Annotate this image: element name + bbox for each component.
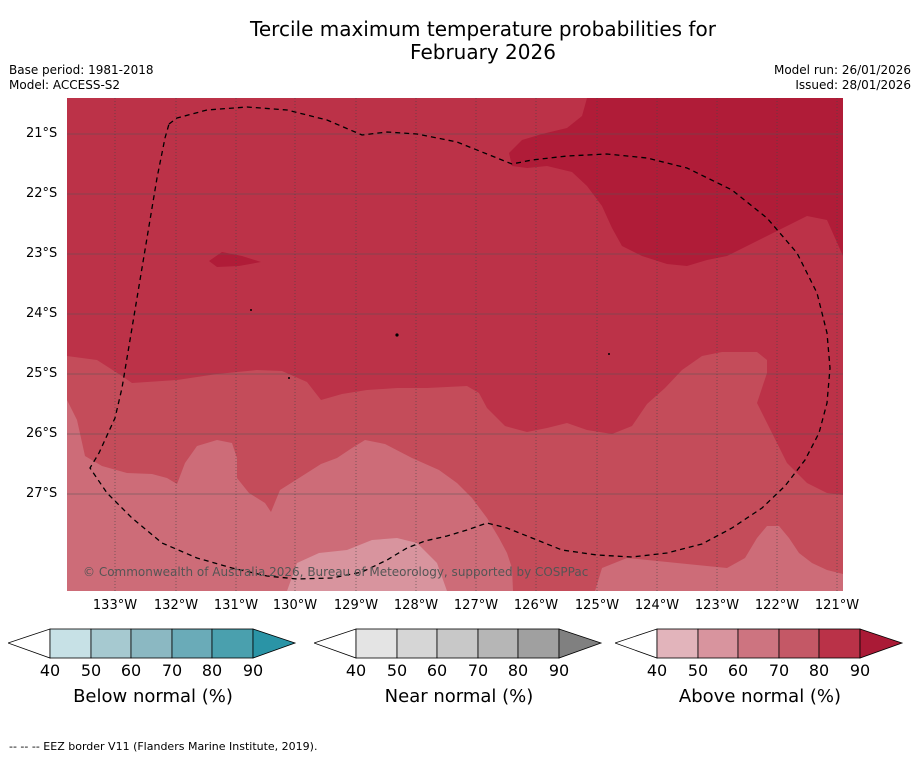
model-name: Model: ACCESS-S2 <box>9 78 121 92</box>
colorbar-tick: 90 <box>548 661 570 680</box>
eez-border <box>89 106 831 580</box>
chart-title: Tercile maximum temperature probabilitie… <box>0 18 919 64</box>
colorbar-label-near: Near normal (%) <box>384 686 534 707</box>
colorbar-segment <box>355 628 398 659</box>
base-period: Base period: 1981-2018 <box>9 63 154 77</box>
colorbar-segment <box>818 628 861 659</box>
colorbar-segment <box>171 628 213 659</box>
colorbar-tick: 50 <box>80 661 102 680</box>
meta-left: Base period: 1981-2018 Model: ACCESS-S2 <box>9 63 154 93</box>
model-run: Model run: 26/01/2026 <box>773 63 911 77</box>
lon-label: 121°W <box>814 598 860 613</box>
meta-right: Model run: 26/01/2026 Issued: 28/01/2026 <box>774 63 911 93</box>
colorbar-tick: 40 <box>345 661 367 680</box>
colorbar-tick: 80 <box>201 661 223 680</box>
colorbar-tick: 70 <box>467 661 489 680</box>
colorbar-tick: 50 <box>386 661 408 680</box>
colorbar-tick: 90 <box>242 661 264 680</box>
colorbar-max-arrow <box>252 628 297 659</box>
region-90 <box>509 98 843 266</box>
colorbar-label-above: Above normal (%) <box>678 686 842 707</box>
colorbar-tick: 40 <box>39 661 61 680</box>
colorbar-segment <box>396 628 438 659</box>
colorbar-min-arrow <box>8 628 51 659</box>
colorbar-tick: 60 <box>426 661 448 680</box>
lat-label: 22°S <box>26 186 58 201</box>
colorbar-segment <box>656 628 699 659</box>
colorbar-min-arrow <box>314 628 357 659</box>
colorbar-segment <box>90 628 132 659</box>
lat-label: 21°S <box>26 126 58 141</box>
colorbar-tick: 40 <box>646 661 668 680</box>
lon-label: 129°W <box>333 598 379 613</box>
probability-map <box>67 98 843 591</box>
lat-label: 26°S <box>26 426 58 441</box>
issued-date: Issued: 28/01/2026 <box>795 78 911 92</box>
colorbar-max-arrow <box>558 628 603 659</box>
colorbar-segment <box>211 628 254 659</box>
colorbar-segment <box>49 628 92 659</box>
lon-label: 125°W <box>574 598 620 613</box>
region-50 <box>287 538 447 591</box>
colorbar-tick: 50 <box>687 661 709 680</box>
lon-label: 122°W <box>754 598 800 613</box>
colorbar-segment <box>778 628 820 659</box>
lon-label: 130°W <box>272 598 318 613</box>
copyright-notice: © Commonwealth of Australia 2026, Bureau… <box>83 565 589 579</box>
lon-label: 126°W <box>513 598 559 613</box>
colorbar-tick: 80 <box>808 661 830 680</box>
grid-lines-lat <box>67 133 843 495</box>
colorbar-segment <box>737 628 780 659</box>
lat-label: 25°S <box>26 366 58 381</box>
lat-label: 23°S <box>26 246 58 261</box>
colorbar-tick: 70 <box>768 661 790 680</box>
colorbar-tick: 70 <box>161 661 183 680</box>
footnote-eez: -- -- -- EEZ border V11 (Flanders Marine… <box>9 740 318 753</box>
colorbar-max-arrow <box>859 628 904 659</box>
lon-label: 127°W <box>453 598 499 613</box>
grid-lines <box>114 98 838 591</box>
lon-label: 133°W <box>92 598 138 613</box>
colorbar-tick: 60 <box>120 661 142 680</box>
colorbar-segment <box>477 628 519 659</box>
colorbar-near-normal <box>314 628 603 659</box>
colorbar-tick: 80 <box>507 661 529 680</box>
colorbar-segment <box>130 628 173 659</box>
lat-label: 27°S <box>26 486 58 501</box>
islands <box>250 309 610 379</box>
colorbar-tick: 90 <box>849 661 871 680</box>
colorbar-below-normal <box>8 628 297 659</box>
lon-label: 124°W <box>634 598 680 613</box>
colorbar-segment <box>436 628 479 659</box>
region-90-patch <box>209 252 261 267</box>
lon-label: 132°W <box>153 598 199 613</box>
colorbar-min-arrow <box>615 628 658 659</box>
lat-label: 24°S <box>26 306 58 321</box>
lon-label: 123°W <box>694 598 740 613</box>
colorbar-tick: 60 <box>727 661 749 680</box>
colorbar-segment <box>697 628 739 659</box>
chart-title-line1: Tercile maximum temperature probabilitie… <box>250 17 716 41</box>
colorbar-above-normal <box>615 628 904 659</box>
region-60-right <box>595 526 843 591</box>
lon-label: 128°W <box>393 598 439 613</box>
colorbar-segment <box>517 628 560 659</box>
lon-label: 131°W <box>213 598 259 613</box>
colorbar-label-below: Below normal (%) <box>73 686 233 707</box>
chart-title-line2: February 2026 <box>410 40 556 64</box>
